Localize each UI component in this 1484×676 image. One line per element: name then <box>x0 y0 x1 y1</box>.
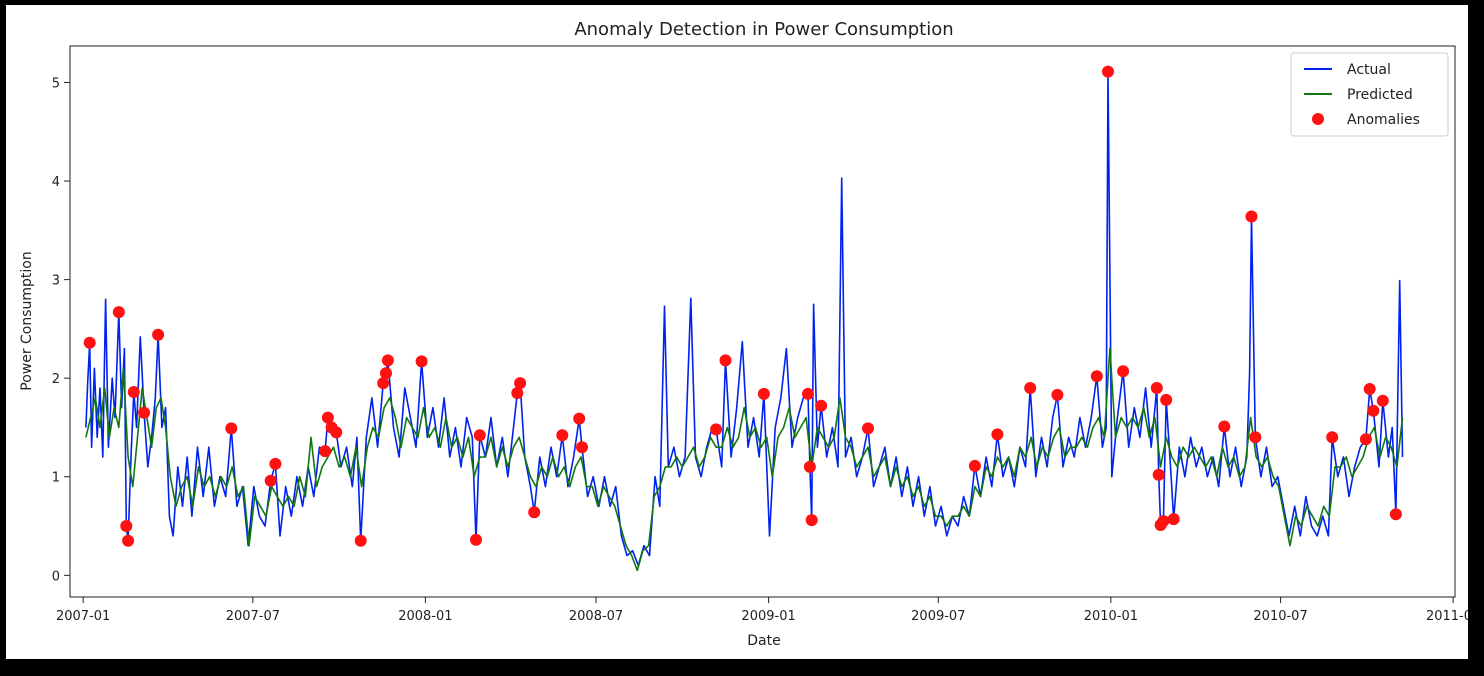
x-tick-label: 2008-01 <box>398 609 452 624</box>
anomaly-point <box>112 306 125 319</box>
anomaly-point <box>968 459 981 472</box>
anomaly-point <box>1102 65 1114 78</box>
anomaly-point <box>802 387 814 400</box>
series-line-actual <box>85 70 1404 567</box>
anomaly-point <box>138 406 151 419</box>
anomaly-point <box>1376 394 1389 407</box>
anomaly-point <box>1090 370 1103 383</box>
anomaly-point <box>1363 383 1376 395</box>
anomaly-point <box>1150 382 1163 394</box>
y-tick-label: 5 <box>52 76 60 91</box>
anomaly-point <box>1117 365 1130 378</box>
legend-marker-anomalies <box>1312 113 1324 125</box>
anomaly-point <box>1359 433 1372 446</box>
x-tick-label: 2011-01 <box>1426 609 1468 624</box>
chart-marks <box>83 65 1404 572</box>
anomaly-point <box>354 534 367 547</box>
y-axis-label: Power Consumption <box>19 251 35 391</box>
legend-box <box>1290 52 1449 137</box>
anomaly-point <box>415 355 428 368</box>
x-tick-label: 2009-01 <box>741 609 795 624</box>
anomaly-point <box>152 328 165 341</box>
anomaly-point <box>1152 468 1165 481</box>
chart-title: Anomaly Detection in Power Consumption <box>574 19 953 40</box>
anomaly-point <box>1367 404 1380 417</box>
anomaly-point <box>127 386 140 398</box>
anomaly-point <box>264 474 277 487</box>
anomaly-point <box>514 377 527 390</box>
anomaly-point <box>573 412 586 425</box>
anomaly-point <box>1245 210 1258 223</box>
anomaly-point <box>719 354 732 367</box>
anomaly-point <box>473 429 486 442</box>
series-line-predicted <box>85 347 1404 572</box>
anomaly-point <box>470 533 482 546</box>
anomaly-point <box>803 460 816 473</box>
anomaly-point <box>120 520 133 532</box>
x-axis-label: Date <box>747 633 780 649</box>
legend-label-anomalies: Anomalies <box>1347 112 1420 128</box>
anomaly-point <box>757 387 770 400</box>
anomaly-point <box>556 429 569 442</box>
anomaly-point <box>380 367 392 380</box>
anomaly-point <box>321 411 334 424</box>
anomaly-point <box>1160 393 1173 406</box>
chart-svg: Anomaly Detection in Power Consumption 2… <box>19 19 1481 649</box>
anomaly-point <box>330 426 343 439</box>
x-tick-label: 2010-07 <box>1253 609 1307 624</box>
anomaly-point <box>815 399 828 412</box>
anomaly-point <box>122 534 135 547</box>
anomaly-point <box>511 387 524 399</box>
anomaly-point <box>381 354 394 367</box>
anomaly-point <box>269 457 282 470</box>
anomaly-point <box>1218 420 1231 433</box>
plot-area <box>69 45 1456 598</box>
anomaly-point <box>1157 515 1170 528</box>
legend-label-actual: Actual <box>1347 62 1391 78</box>
anomaly-point <box>805 514 818 527</box>
x-tick-label: 2007-07 <box>226 609 280 624</box>
anomaly-point <box>1389 508 1402 521</box>
anomaly-point <box>710 423 723 436</box>
y-tick-label: 0 <box>52 569 60 584</box>
anomaly-point <box>1051 388 1064 401</box>
x-tick-label: 2009-07 <box>911 609 965 624</box>
anomaly-point <box>576 441 588 454</box>
anomaly-point <box>225 422 238 435</box>
anomaly-point <box>1326 431 1339 444</box>
x-tick-label: 2007-01 <box>56 609 110 624</box>
legend: Actual Predicted Anomalies <box>1290 52 1449 137</box>
anomaly-point <box>1167 513 1180 526</box>
y-tick-label: 2 <box>52 372 60 387</box>
y-tick-label: 1 <box>52 471 60 486</box>
anomaly-point <box>1249 431 1262 444</box>
y-tick-label: 4 <box>52 175 60 190</box>
anomaly-point <box>319 445 332 458</box>
anomaly-point <box>991 428 1004 441</box>
chart-figure: Anomaly Detection in Power Consumption 2… <box>6 5 1481 659</box>
y-tick-label: 3 <box>52 274 60 289</box>
anomaly-point <box>1024 382 1037 394</box>
anomaly-point <box>377 377 390 390</box>
chart-axes: 2007-01 2007-07 2008-01 2008-07 2009-01 2009-… <box>52 76 1481 624</box>
x-tick-label: 2010-01 <box>1084 609 1138 624</box>
legend-label-predicted: Predicted <box>1347 87 1413 103</box>
anomaly-point <box>528 506 541 519</box>
anomaly-point <box>83 336 96 349</box>
anomaly-point <box>862 422 874 435</box>
x-tick-label: 2008-07 <box>569 609 623 624</box>
